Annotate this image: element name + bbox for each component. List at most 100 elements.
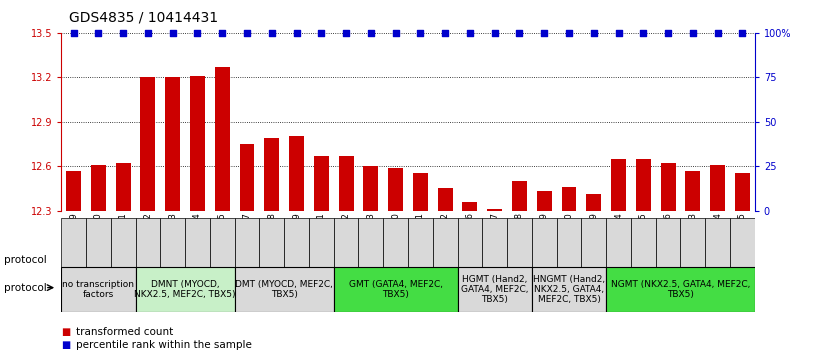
Bar: [512, 181, 527, 211]
Bar: [289, 136, 304, 211]
Point: [686, 30, 699, 36]
Bar: [408, 218, 432, 267]
Bar: [264, 138, 279, 211]
Bar: [681, 218, 705, 267]
Text: percentile rank within the sample: percentile rank within the sample: [76, 340, 252, 350]
Point: [612, 30, 625, 36]
Bar: [631, 218, 656, 267]
Text: HGMT (Hand2,
GATA4, MEF2C,
TBX5): HGMT (Hand2, GATA4, MEF2C, TBX5): [461, 275, 529, 305]
Text: NGMT (NKX2.5, GATA4, MEF2C,
TBX5): NGMT (NKX2.5, GATA4, MEF2C, TBX5): [611, 280, 750, 299]
Bar: [685, 171, 700, 211]
Point: [463, 30, 477, 36]
Bar: [437, 188, 453, 211]
Bar: [86, 218, 111, 267]
Bar: [582, 218, 606, 267]
Text: GDS4835 / 10414431: GDS4835 / 10414431: [69, 11, 219, 25]
Bar: [413, 174, 428, 211]
Text: HNGMT (Hand2,
NKX2.5, GATA4,
MEF2C, TBX5): HNGMT (Hand2, NKX2.5, GATA4, MEF2C, TBX5…: [533, 275, 605, 305]
Bar: [165, 77, 180, 211]
Point: [711, 30, 724, 36]
Bar: [557, 218, 581, 267]
Bar: [160, 218, 185, 267]
Bar: [140, 77, 155, 211]
Bar: [314, 156, 329, 211]
Bar: [537, 191, 552, 211]
Bar: [532, 267, 606, 312]
Bar: [334, 267, 458, 312]
Point: [538, 30, 551, 36]
Point: [141, 30, 154, 36]
Text: transformed count: transformed count: [76, 327, 173, 337]
Bar: [735, 174, 750, 211]
Bar: [339, 156, 353, 211]
Bar: [284, 218, 309, 267]
Bar: [309, 218, 334, 267]
Bar: [661, 163, 676, 211]
Text: DMNT (MYOCD,
NKX2.5, MEF2C, TBX5): DMNT (MYOCD, NKX2.5, MEF2C, TBX5): [135, 280, 236, 299]
Text: ■: ■: [61, 340, 70, 350]
Bar: [235, 218, 259, 267]
Bar: [91, 164, 106, 211]
Text: protocol: protocol: [4, 283, 47, 293]
Bar: [561, 187, 576, 211]
Bar: [235, 267, 334, 312]
Point: [636, 30, 650, 36]
Text: ■: ■: [61, 327, 70, 337]
Bar: [611, 159, 626, 211]
Point: [265, 30, 278, 36]
Point: [241, 30, 254, 36]
Bar: [215, 67, 229, 211]
Bar: [458, 267, 532, 312]
Point: [290, 30, 303, 36]
Point: [488, 30, 501, 36]
Point: [67, 30, 80, 36]
Point: [117, 30, 130, 36]
Bar: [61, 218, 86, 267]
Text: protocol: protocol: [4, 254, 47, 265]
Bar: [240, 144, 255, 211]
Bar: [606, 267, 755, 312]
Text: no transcription
factors: no transcription factors: [62, 280, 135, 299]
Point: [215, 30, 228, 36]
Point: [339, 30, 353, 36]
Bar: [705, 218, 730, 267]
Point: [389, 30, 402, 36]
Point: [562, 30, 575, 36]
Point: [315, 30, 328, 36]
Bar: [730, 218, 755, 267]
Bar: [507, 218, 532, 267]
Bar: [482, 218, 507, 267]
Bar: [363, 166, 379, 211]
Bar: [532, 218, 557, 267]
Bar: [66, 171, 81, 211]
Bar: [135, 218, 160, 267]
Bar: [487, 209, 502, 211]
Bar: [710, 164, 725, 211]
Bar: [656, 218, 681, 267]
Bar: [116, 163, 131, 211]
Bar: [61, 267, 135, 312]
Bar: [358, 218, 384, 267]
Bar: [190, 76, 205, 211]
Bar: [111, 218, 135, 267]
Bar: [384, 218, 408, 267]
Point: [588, 30, 601, 36]
Point: [364, 30, 377, 36]
Bar: [210, 218, 235, 267]
Point: [166, 30, 180, 36]
Bar: [388, 168, 403, 211]
Point: [191, 30, 204, 36]
Point: [513, 30, 526, 36]
Point: [92, 30, 105, 36]
Point: [439, 30, 452, 36]
Bar: [587, 194, 601, 211]
Point: [736, 30, 749, 36]
Bar: [432, 218, 458, 267]
Text: GMT (GATA4, MEF2C,
TBX5): GMT (GATA4, MEF2C, TBX5): [348, 280, 442, 299]
Bar: [606, 218, 631, 267]
Bar: [636, 159, 650, 211]
Text: DMT (MYOCD, MEF2C,
TBX5): DMT (MYOCD, MEF2C, TBX5): [235, 280, 333, 299]
Bar: [259, 218, 284, 267]
Bar: [334, 218, 358, 267]
Bar: [185, 218, 210, 267]
